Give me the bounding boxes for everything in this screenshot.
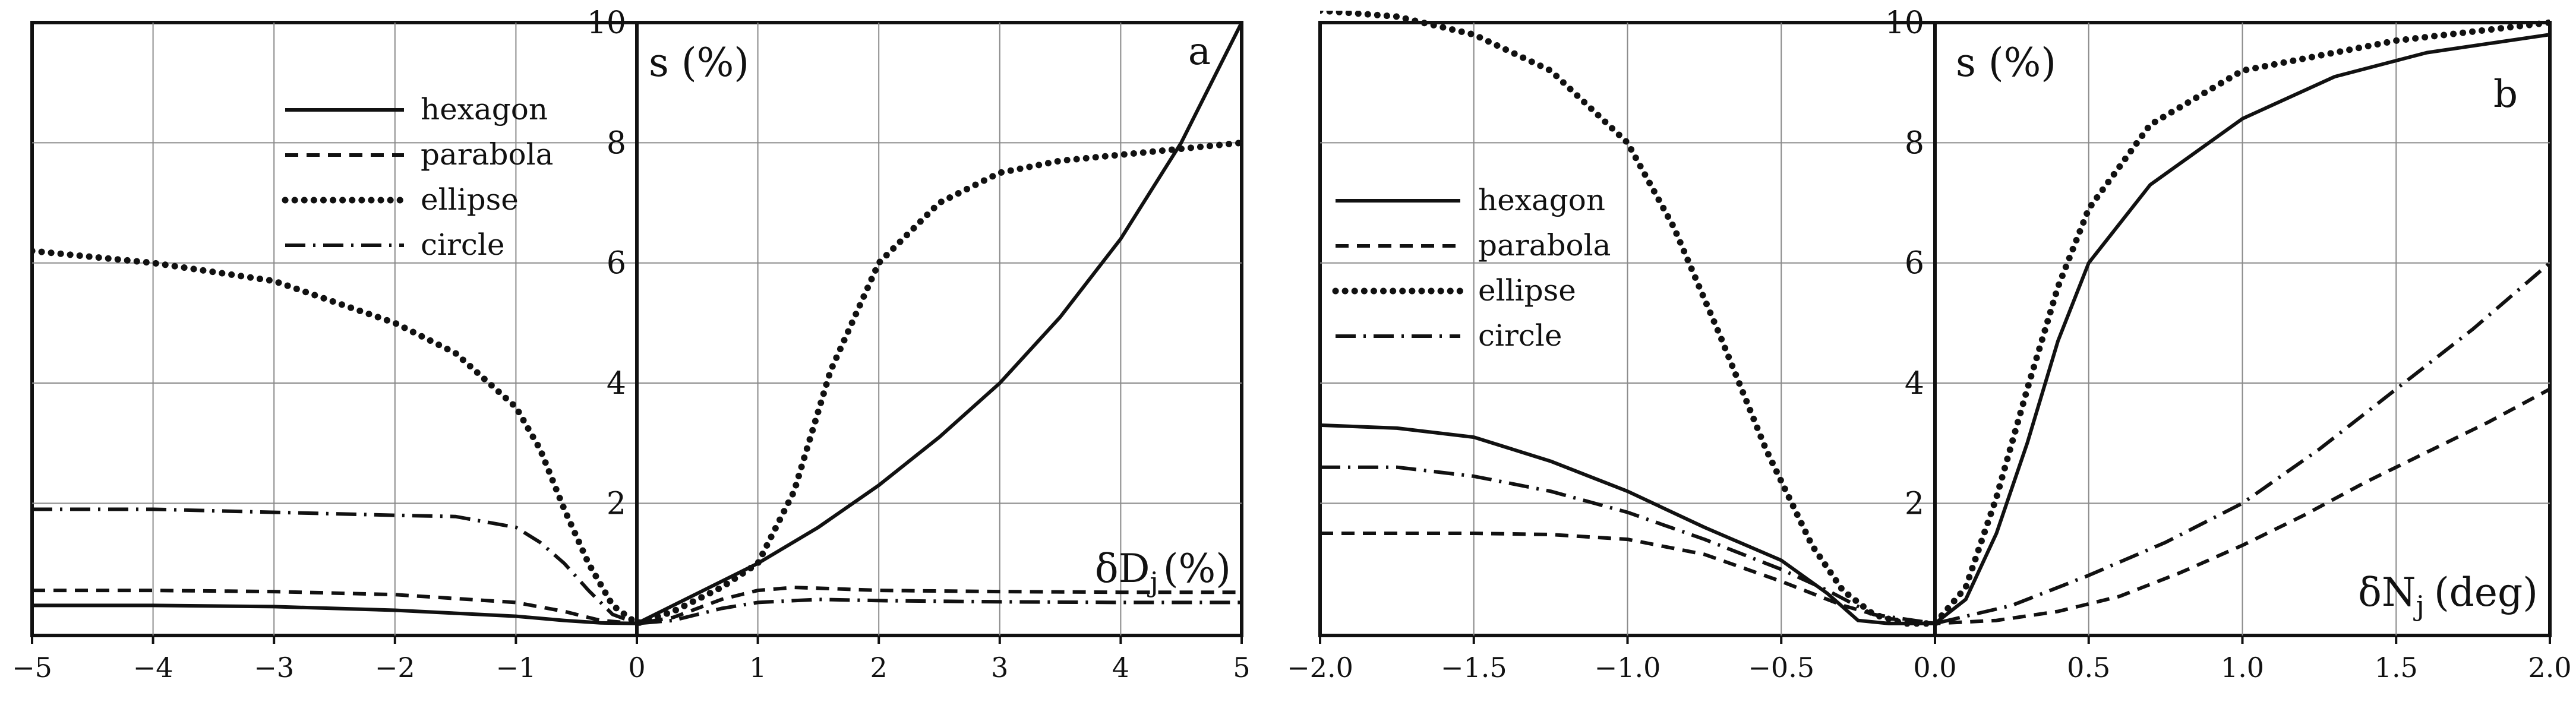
x-axis-label-a: δDj (%) bbox=[1095, 546, 1231, 598]
x-tick-labels-a: −5 −4 −3 −2 −1 0 1 2 3 4 5 bbox=[12, 635, 1251, 684]
series-line-a-ellipse bbox=[32, 139, 1242, 627]
x-tick-label-b-0: 0.0 bbox=[1913, 652, 1956, 684]
x-tick-label-a-m4: −4 bbox=[133, 652, 173, 684]
y-tick-labels-b: 2 4 6 8 10 bbox=[1885, 5, 1924, 521]
x-axis-label-sub-a: j bbox=[1147, 566, 1158, 598]
y-tick-label-a-8: 8 bbox=[607, 125, 626, 161]
x-tick-label-b-m2: −2.0 bbox=[1287, 652, 1353, 684]
x-tick-label-a-4: 4 bbox=[1112, 652, 1129, 684]
x-tick-label-b-m1: −1.0 bbox=[1595, 652, 1661, 684]
series-line-a-circle bbox=[32, 507, 1242, 625]
x-axis-label-b: δNj (deg) bbox=[2358, 570, 2538, 622]
series-line-a-hexagon bbox=[32, 21, 1242, 625]
x-tick-label-a-2: 2 bbox=[870, 652, 888, 684]
x-tick-label-a-m1: −1 bbox=[495, 652, 536, 684]
x-tick-label-b-0m5: 0.5 bbox=[2067, 652, 2110, 684]
panel-a: −5 −4 −3 −2 −1 0 1 2 3 4 5 2 4 6 8 10 s (%) a δDj (%) h… bbox=[12, 5, 1251, 684]
y-tick-label-a-4: 4 bbox=[607, 366, 626, 401]
x-tick-label-a-0: 0 bbox=[628, 652, 645, 684]
series-line-b-parabola bbox=[1320, 387, 2550, 625]
y-tick-label-a-6: 6 bbox=[607, 246, 626, 282]
panel-letter-a: a bbox=[1188, 30, 1211, 74]
y-tick-label-a-10: 10 bbox=[587, 5, 626, 41]
legend-a: hexagon parabola ellipse circle bbox=[282, 92, 553, 262]
x-tick-label-a-m3: −3 bbox=[254, 652, 294, 684]
x-tick-label-a-m2: −2 bbox=[375, 652, 415, 684]
y-tick-label-b-6: 6 bbox=[1905, 246, 1924, 282]
x-axis-label-unit-b: (deg) bbox=[2434, 570, 2538, 615]
x-tick-label-b-1: 1.0 bbox=[2221, 652, 2264, 684]
legend-label-b-hexagon: hexagon bbox=[1478, 183, 1605, 217]
y-axis-label-a: s (%) bbox=[649, 40, 749, 86]
y-tick-label-a-2: 2 bbox=[607, 486, 626, 521]
x-tick-labels-b: −2.0 −1.5 −1.0 −0.5 0.0 0.5 1.0 1.5 2.0 bbox=[1287, 635, 2572, 684]
y-axis-label-b: s (%) bbox=[1956, 40, 2056, 86]
x-tick-label-b-1m5: 1.5 bbox=[2375, 652, 2418, 684]
legend-label-b-ellipse: ellipse bbox=[1478, 273, 1576, 308]
legend-label-a-circle: circle bbox=[421, 227, 504, 262]
x-tick-label-a-m5: −5 bbox=[12, 652, 52, 684]
y-tick-label-b-10: 10 bbox=[1885, 5, 1924, 41]
panel-b: −2.0 −1.5 −1.0 −0.5 0.0 0.5 1.0 1.5 2.0 2 4 6 8 10 s… bbox=[1287, 5, 2571, 684]
legend-label-a-ellipse: ellipse bbox=[421, 182, 519, 217]
series-group-a bbox=[32, 21, 1242, 627]
series-line-b-circle bbox=[1320, 261, 2550, 625]
legend-label-a-parabola: parabola bbox=[421, 137, 553, 172]
y-tick-labels-a: 2 4 6 8 10 bbox=[587, 5, 626, 521]
y-tick-label-b-8: 8 bbox=[1905, 125, 1924, 161]
legend-b: hexagon parabola ellipse circle bbox=[1332, 183, 1611, 353]
x-tick-label-b-2: 2.0 bbox=[2528, 652, 2571, 684]
panel-letter-b: b bbox=[2493, 72, 2518, 116]
series-line-a-parabola bbox=[32, 586, 1242, 625]
x-axis-label-unit-a: (%) bbox=[1163, 546, 1231, 592]
x-tick-label-a-3: 3 bbox=[991, 652, 1008, 684]
x-axis-label-main-a: δD bbox=[1095, 546, 1150, 592]
x-tick-label-b-m0m5: −0.5 bbox=[1748, 652, 1814, 684]
legend-label-a-hexagon: hexagon bbox=[421, 92, 548, 127]
series-line-b-ellipse bbox=[1320, 11, 2550, 627]
x-axis-label-main-b: δN bbox=[2358, 570, 2416, 615]
legend-label-b-parabola: parabola bbox=[1478, 228, 1611, 263]
x-tick-label-b-m1m5: −1.5 bbox=[1441, 652, 1507, 684]
y-tick-label-b-4: 4 bbox=[1905, 366, 1924, 401]
y-tick-label-b-2: 2 bbox=[1905, 486, 1924, 521]
legend-label-b-circle: circle bbox=[1478, 318, 1562, 353]
x-tick-label-a-5: 5 bbox=[1233, 652, 1250, 684]
x-axis-label-sub-b: j bbox=[2413, 590, 2425, 622]
x-tick-label-a-1: 1 bbox=[749, 652, 766, 684]
